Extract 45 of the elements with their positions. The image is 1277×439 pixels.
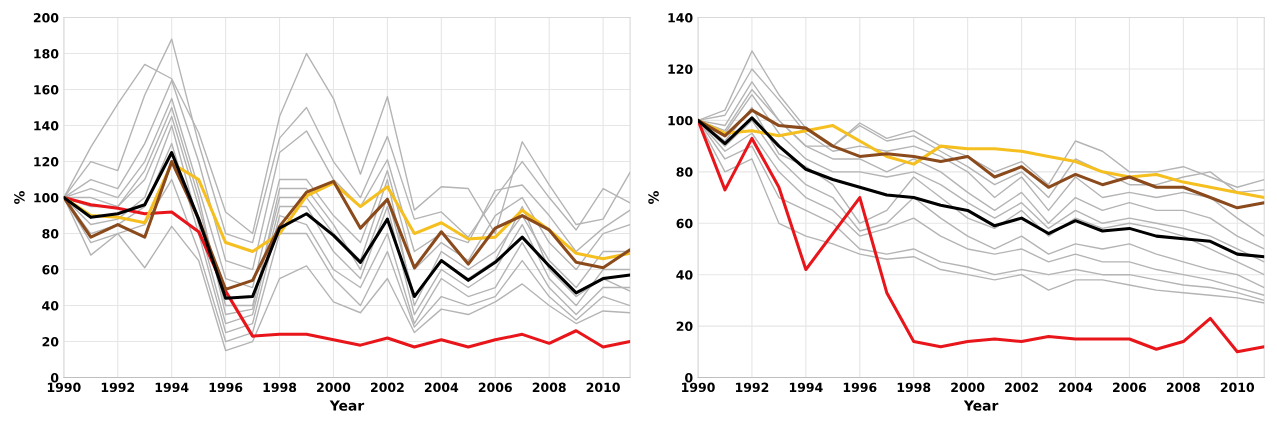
y-tick-label: 40 [42,301,59,311]
x-tick-label: 1994 [789,382,823,393]
x-tick-label: 2000 [951,382,985,393]
x-tick-label: 1990 [682,382,715,393]
y-tick-label: 120 [34,157,59,167]
x-tick-label: 1996 [843,382,877,393]
x-tick-label: 2000 [317,382,351,393]
x-axis-title: Year [329,400,365,411]
y-tick-label: 40 [676,270,693,280]
y-tick-label: 180 [34,49,59,59]
y-axis-title: % [14,191,25,205]
y-tick-label: 20 [42,337,59,347]
y-tick-label: 80 [676,167,693,177]
x-tick-label: 2010 [1220,382,1255,393]
y-tick-label: 60 [42,265,59,275]
x-tick-label: 1996 [209,382,243,393]
y-axis-title: % [648,191,659,205]
y-tick-label: 160 [34,85,59,95]
x-tick-label: 1998 [897,382,931,393]
x-tick-label: 1994 [155,382,189,393]
x-tick-label: 2002 [1005,382,1038,393]
y-tick-label: 100 [668,115,693,126]
y-tick-label: 140 [34,121,59,131]
y-tick-label: 0 [685,373,693,383]
x-tick-label: 1998 [263,382,297,393]
y-tick-label: 20 [676,321,693,332]
y-tick-label: 0 [50,373,59,383]
y-tick-label: 140 [668,13,693,23]
x-axis-title: Year [963,400,999,411]
x-tick-label: 2006 [478,382,512,393]
x-tick-label: 2004 [424,382,459,393]
x-tick-label: 2006 [1113,382,1147,393]
x-tick-label: 2010 [586,382,620,393]
y-tick-label: 200 [33,13,59,23]
x-tick-label: 1990 [47,382,81,393]
x-tick-label: 2008 [1166,382,1200,393]
y-tick-label: 120 [668,64,693,74]
y-tick-label: 100 [34,193,59,203]
x-tick-label: 2004 [1059,382,1093,393]
x-tick-label: 1992 [735,382,769,393]
x-tick-label: 2008 [532,382,566,393]
y-tick-label: 60 [676,218,693,229]
x-tick-label: 1992 [101,382,135,393]
x-tick-label: 2002 [371,382,404,393]
y-tick-label: 80 [42,229,59,239]
